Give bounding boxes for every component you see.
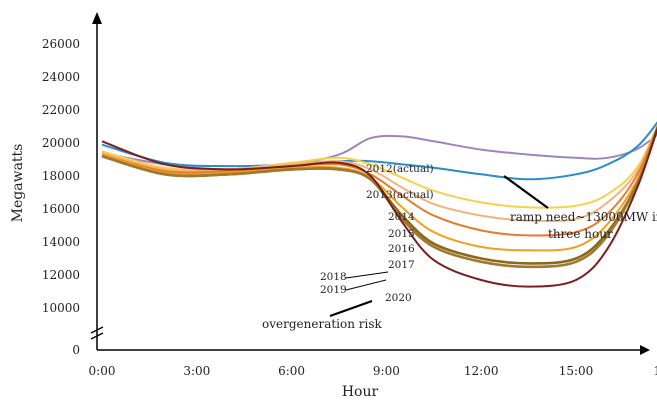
y-tick-label: 14000 xyxy=(42,235,80,249)
series-label-2013actual: 2013(actual) xyxy=(366,189,434,201)
axes xyxy=(90,12,650,355)
series-line-2015 xyxy=(101,125,657,223)
series-label-2017: 2017 xyxy=(388,259,415,271)
y-tick-label: 16000 xyxy=(42,202,80,216)
ramp-annotation-line2: three hour xyxy=(548,227,613,241)
series-line-2020 xyxy=(101,126,657,288)
y-axis-title: Megawatts xyxy=(10,144,26,223)
series-label-2019: 2019 xyxy=(320,284,347,296)
x-tick-label: 0:00 xyxy=(89,364,116,378)
y-tick-label: 18000 xyxy=(42,169,80,183)
x-axis-arrow-icon xyxy=(640,345,650,355)
series-line-2012actual xyxy=(101,133,657,171)
y-tick-label: 26000 xyxy=(42,37,80,51)
y-tick-label: 22000 xyxy=(42,103,80,117)
x-tick-label: 15:00 xyxy=(559,364,594,378)
x-tick-label: 18:00 xyxy=(654,364,657,378)
ramp-annotation-line1: ramp need~13000MW in xyxy=(510,210,657,224)
annotations: ramp need~13000MW in three hour overgene… xyxy=(262,175,657,331)
x-tick-label: 3:00 xyxy=(183,364,210,378)
x-tick-label: 9:00 xyxy=(373,364,400,378)
series-label-2018: 2018 xyxy=(320,271,347,283)
series-curves xyxy=(101,121,657,288)
series-labels: 2012(actual) 2013(actual) 2014 2015 2016 2017… xyxy=(320,163,434,304)
y-tick-label: 24000 xyxy=(42,70,80,84)
y-axis-ticks: 10000 12000 14000 16000 18000 20000 22000 24000… xyxy=(42,37,80,357)
overgeneration-pointer-line xyxy=(329,299,373,318)
ramp-pointer-line xyxy=(503,175,549,209)
x-tick-label: 12:00 xyxy=(464,364,499,378)
y-axis-arrow-icon xyxy=(92,12,102,24)
axis-break-mark xyxy=(90,326,104,334)
series-line-2017 xyxy=(101,125,657,252)
y-tick-label: 20000 xyxy=(42,136,80,150)
y-tick-label: 12000 xyxy=(42,268,80,282)
series-label-2015: 2015 xyxy=(388,228,415,240)
series-label-2014: 2014 xyxy=(388,211,415,223)
leader-line-2019 xyxy=(345,279,387,291)
series-line-2019 xyxy=(101,125,657,269)
y-tick-label-zero: 0 xyxy=(72,343,80,357)
y-tick-label: 10000 xyxy=(42,301,80,315)
leader-line-2018 xyxy=(345,271,389,279)
x-axis-title: Hour xyxy=(342,384,379,400)
series-label-2020: 2020 xyxy=(385,292,412,304)
series-line-2014 xyxy=(101,123,657,209)
overgeneration-annotation: overgeneration risk xyxy=(262,317,383,331)
x-tick-label: 6:00 xyxy=(278,364,305,378)
series-label-2016: 2016 xyxy=(388,243,415,255)
axis-break-mark xyxy=(90,332,104,340)
series-label-2012actual: 2012(actual) xyxy=(366,163,434,175)
